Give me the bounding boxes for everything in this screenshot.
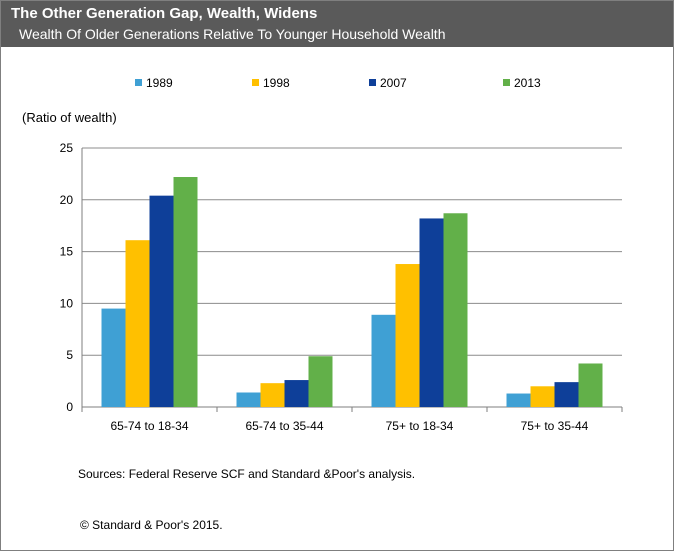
chart-title: The Other Generation Gap, Wealth, Widens <box>11 5 318 22</box>
bar-1989 <box>236 392 261 407</box>
x-tick-label: 75+ to 18-34 <box>386 419 454 433</box>
x-tick-label: 75+ to 35-44 <box>521 419 589 433</box>
bar-1998 <box>395 264 420 407</box>
bar-1989 <box>371 314 396 407</box>
legend-item: 2013 <box>503 76 541 90</box>
bar-2013 <box>578 363 603 407</box>
y-tick-label: 20 <box>60 193 74 207</box>
bar-2007 <box>284 380 309 407</box>
legend-swatch <box>369 79 376 87</box>
bar-2013 <box>308 356 333 407</box>
bar-2007 <box>554 382 579 407</box>
bar-1998 <box>125 240 150 407</box>
bar-1989 <box>506 393 531 407</box>
y-tick-label: 25 <box>60 141 74 155</box>
legend-swatch <box>252 79 259 87</box>
y-tick-label: 0 <box>66 400 73 414</box>
legend-swatch <box>135 79 142 87</box>
x-tick-label: 65-74 to 35-44 <box>245 419 323 433</box>
y-tick-label: 5 <box>66 348 73 362</box>
chart-subtitle: Wealth Of Older Generations Relative To … <box>19 26 446 42</box>
bar-2007 <box>419 218 444 407</box>
bar-1989 <box>101 308 126 407</box>
copyright-note: © Standard & Poor's 2015. <box>80 518 223 532</box>
legend-label: 2007 <box>380 76 407 90</box>
legend-item: 1998 <box>252 76 290 90</box>
y-tick-label: 10 <box>60 296 74 310</box>
legend-item: 1989 <box>135 76 173 90</box>
bar-2013 <box>173 177 198 407</box>
bar-2007 <box>149 195 174 407</box>
legend-label: 1998 <box>263 76 290 90</box>
y-tick-label: 15 <box>60 245 74 259</box>
sources-note: Sources: Federal Reserve SCF and Standar… <box>78 467 416 481</box>
x-tick-label: 65-74 to 18-34 <box>110 419 188 433</box>
legend-swatch <box>503 79 510 87</box>
y-axis-label: (Ratio of wealth) <box>22 110 117 125</box>
chart-header: The Other Generation Gap, Wealth, Widens… <box>1 1 673 47</box>
legend-label: 1989 <box>146 76 173 90</box>
legend-item: 2007 <box>369 76 407 90</box>
bar-2013 <box>443 213 468 407</box>
legend-label: 2013 <box>514 76 541 90</box>
bar-1998 <box>260 383 285 407</box>
bar-1998 <box>530 386 555 407</box>
